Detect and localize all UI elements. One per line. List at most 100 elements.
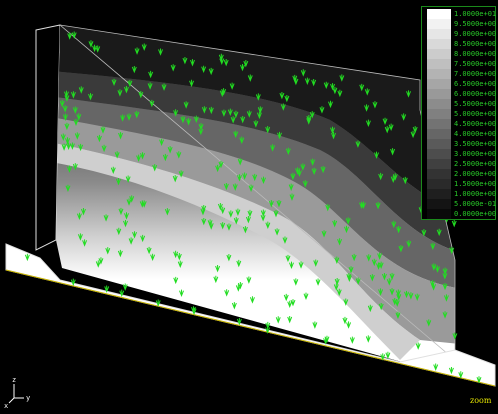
vector-arrow [147,82,153,90]
vector-arrow [412,126,418,134]
vector-arrow [122,283,128,291]
vector-arrow [162,153,168,162]
vector-arrow [265,221,271,230]
vector-arrow [138,91,144,99]
legend-entry: 8.5000e+00 [424,39,497,50]
vector-arrow [98,257,104,265]
vector-arrow [300,69,306,77]
vector-arrow [442,282,448,291]
vector-arrow [173,276,179,285]
vector-arrow [390,148,396,156]
legend-label: 6.0000e+00 [454,90,497,98]
vector-arrow [345,217,351,225]
vector-arrow [402,176,408,185]
vector-arrow [227,108,233,116]
vector-arrow [71,31,77,39]
contour-legend: 1.0000e+01 9.5000e+00 9.0000e+00 8.5000e+00… [421,6,496,220]
vector-arrow [372,101,378,109]
legend-entry: 6.5000e+00 [424,79,496,90]
vector-arrow [123,86,129,94]
vector-arrow [421,229,427,237]
vector-arrow [381,273,387,281]
legend-label: 3.5000e+00 [454,140,497,148]
vector-arrow [230,116,236,124]
vector-arrow [346,273,352,281]
vector-arrow [408,292,414,300]
legend-entry: 0.0000e+00 [424,209,496,220]
vector-arrow [433,363,439,371]
vector-arrow [321,230,327,238]
vector-arrow [306,117,312,125]
vector-arrow [161,83,167,91]
vector-arrow [134,111,140,119]
vector-arrow [223,182,229,191]
vector-arrow [179,289,184,298]
vector-arrow [201,204,207,213]
legend-label: 1.0000e+01 [454,10,497,18]
legend-label: 7.0000e+00 [454,70,497,78]
vector-arrow [237,282,243,290]
vector-arrow [66,142,72,150]
vector-arrow [442,311,448,319]
vector-arrow [365,335,371,343]
vector-arrow [279,92,285,100]
vector-arrow [72,106,78,114]
vector-arrow [191,306,196,314]
vector-arrow [236,318,242,326]
vector-arrow [240,115,246,124]
vector-arrow [129,195,135,203]
vector-arrow [274,228,280,236]
vector-arrow [369,274,375,282]
vector-arrow [226,254,232,262]
vector-arrow [59,99,65,108]
vector-arrow [155,299,161,307]
vector-arrow [149,99,155,108]
vector-arrow [141,200,147,208]
vector-arrow [141,43,147,51]
vector-arrow [213,275,219,284]
legend-entry: 9.5000e+00 [424,19,496,30]
vector-arrow [384,126,390,134]
vector-arrow [292,74,298,83]
vector-arrow [436,228,442,237]
vector-arrow [219,57,225,65]
vector-arrow [388,123,394,132]
vector-arrow [385,351,391,360]
vector-arrow [65,184,71,193]
vector-arrow [435,265,441,273]
vector-arrow [348,266,354,274]
vector-arrow [78,143,84,152]
vector-arrow [220,206,226,215]
legend-label: 2.0000e+00 [454,170,497,178]
vector-arrow [103,214,109,222]
legend-label: 8.5000e+00 [454,40,497,48]
vector-arrow [226,223,232,231]
vector-arrow [406,240,412,248]
vector-arrow [218,160,224,169]
vector-arrow [377,252,383,260]
vector-arrow [24,253,30,262]
vector-arrow [252,173,258,182]
vector-arrow [404,290,409,299]
vector-arrow [131,65,137,74]
vector-arrow [287,315,293,324]
vector-arrow [334,278,340,286]
vector-arrow [88,93,93,101]
vector-arrow [323,337,329,345]
vector-arrow [116,227,122,236]
vector-arrow [208,106,214,115]
vector-arrow [366,254,372,262]
vector-arrow [336,288,342,297]
vector-arrow [376,262,382,270]
vector-arrow [337,238,343,246]
vector-arrow [164,208,170,216]
vector-arrow [330,126,335,135]
vector-arrow [242,172,248,180]
vector-arrow [170,64,176,72]
legend-entry: 8.0000e+00 [424,49,496,60]
vector-arrow [72,163,78,171]
vector-arrow [105,247,111,255]
vector-arrow [371,258,377,267]
vector-arrow [176,253,182,261]
